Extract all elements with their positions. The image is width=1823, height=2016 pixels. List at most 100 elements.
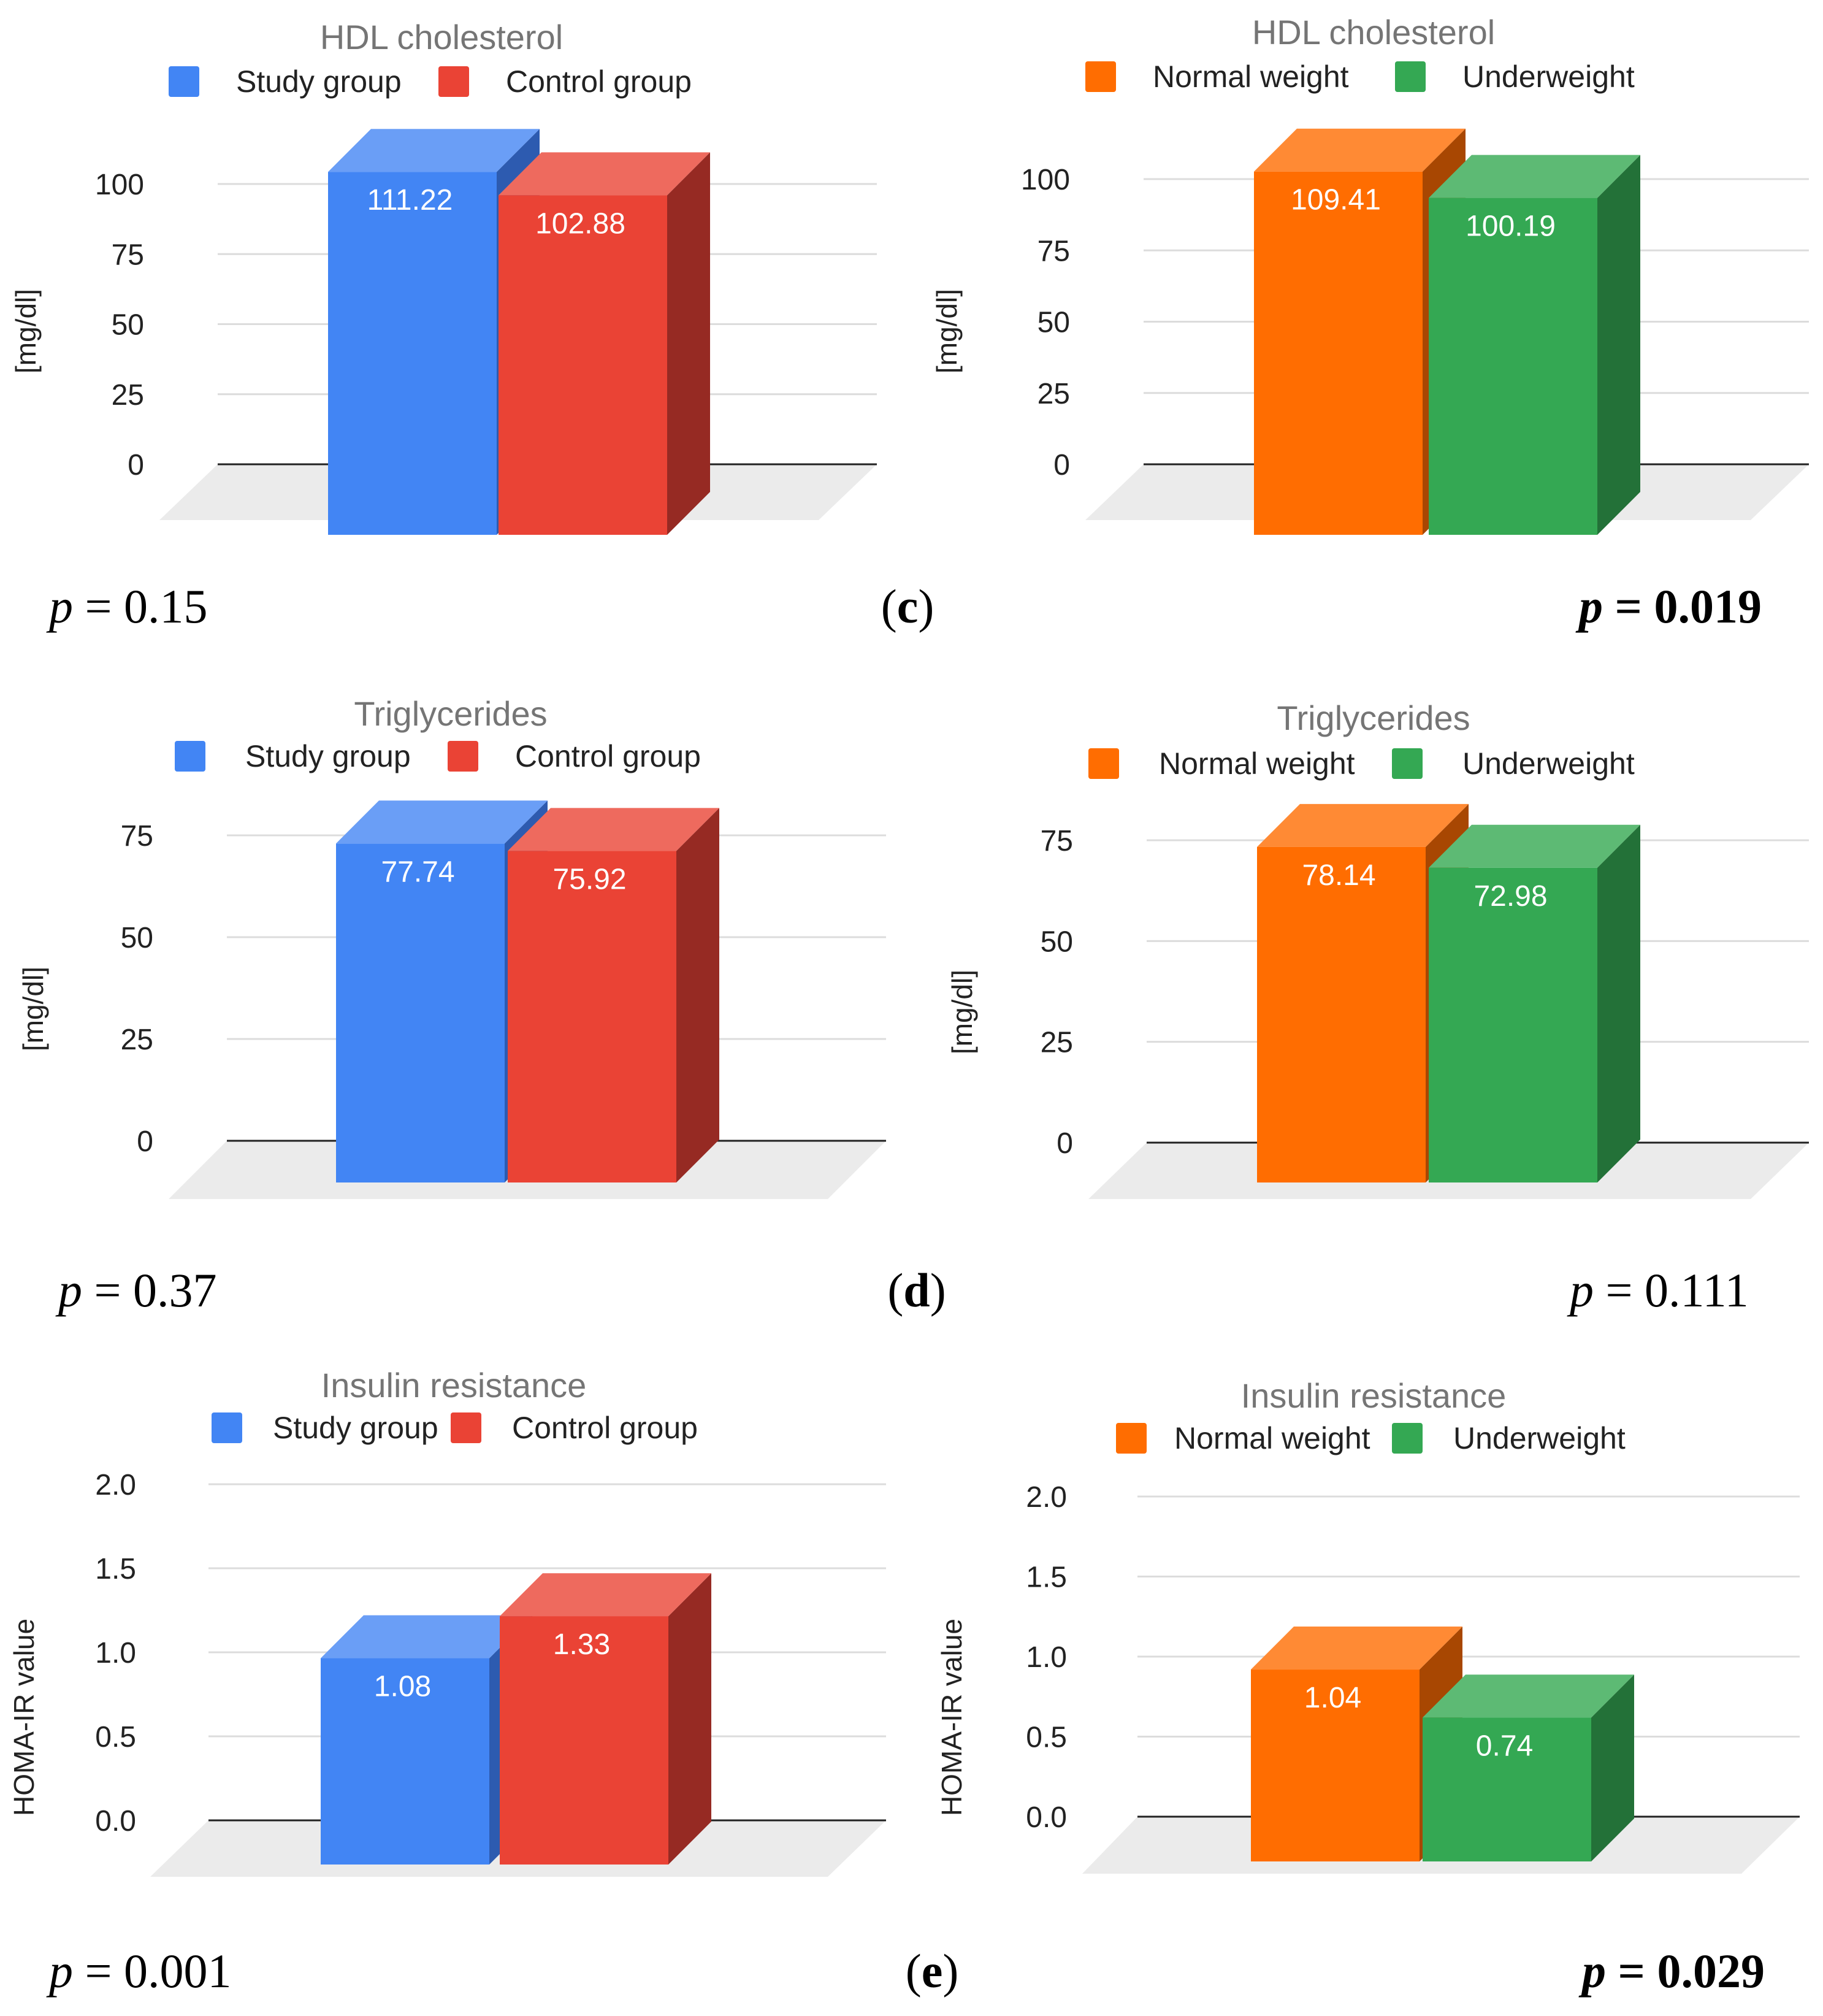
y-tick-label: 2.0 [1026, 1481, 1067, 1514]
bar-top [321, 1615, 532, 1658]
y-axis-label: HOMA-IR value [8, 1619, 40, 1816]
bar: 72.98 [1429, 824, 1640, 1182]
y-tick-label: 1.5 [95, 1553, 136, 1585]
y-axis-label: HOMA-IR value [936, 1619, 968, 1816]
data-label: 111.22 [367, 184, 453, 217]
p-value: p = 0.37 [55, 1263, 217, 1317]
bar-side [676, 808, 719, 1182]
chart-title: Insulin resistance [321, 1366, 587, 1405]
y-tick-label: 1.0 [1026, 1641, 1067, 1674]
bar-front [321, 1658, 489, 1865]
p-symbol: p [1575, 580, 1603, 633]
bar-side [668, 1573, 711, 1865]
legend-swatch [1085, 61, 1116, 92]
data-label: 100.19 [1466, 210, 1556, 243]
bar-front [1429, 867, 1597, 1182]
bar-front [336, 843, 505, 1182]
y-tick-label: 25 [1038, 378, 1070, 410]
bar: 100.19 [1429, 155, 1640, 535]
y-axis-label: [mg/dl] [10, 289, 42, 374]
legend-swatch [1392, 748, 1423, 779]
legend-swatch [169, 66, 199, 97]
panel-label: (e) [906, 1944, 959, 1998]
p-number: = 0.111 [1594, 1263, 1749, 1317]
legend-swatch [1088, 748, 1119, 779]
legend-swatch [1392, 1423, 1423, 1454]
y-tick-label: 0 [1053, 449, 1070, 481]
y-axis-label: [mg/dl] [17, 967, 49, 1051]
bar-side [1597, 824, 1640, 1182]
chart-title: Insulin resistance [1241, 1376, 1507, 1415]
legend-entry: Normal weight [1159, 746, 1355, 781]
bar: 111.22 [328, 129, 540, 535]
y-tick-label: 0.0 [95, 1805, 136, 1838]
data-label: 77.74 [381, 856, 454, 888]
legend-entry: Underweight [1462, 746, 1635, 781]
bar-top [328, 129, 540, 172]
y-tick-label: 25 [112, 379, 144, 412]
data-label: 0.74 [1476, 1730, 1533, 1762]
bar-top [1429, 155, 1640, 198]
y-tick-label: 50 [1038, 307, 1070, 339]
y-tick-label: 50 [112, 309, 144, 342]
y-tick-label: 100 [1021, 164, 1070, 196]
y-tick-label: 75 [1041, 825, 1073, 857]
p-number: = 0.15 [73, 580, 208, 633]
legend-swatch [1395, 61, 1426, 92]
bar: 102.88 [499, 152, 710, 535]
bar-top [336, 800, 548, 844]
bar-top [1429, 824, 1640, 868]
p-value: p = 0.111 [1567, 1263, 1749, 1317]
legend-swatch [448, 741, 478, 772]
data-label: 1.08 [374, 1671, 431, 1703]
bar-top [1257, 803, 1469, 847]
legend-entry: Control group [506, 64, 692, 99]
bar-top [508, 808, 719, 851]
p-number: = 0.001 [73, 1944, 232, 1998]
legend-entry: Normal weight [1153, 59, 1349, 94]
y-tick-label: 0 [137, 1125, 153, 1158]
p-symbol: p [46, 580, 73, 633]
data-label: 102.88 [535, 207, 625, 240]
p-symbol: p [55, 1263, 82, 1317]
y-tick-label: 1.5 [1026, 1562, 1067, 1594]
y-tick-label: 25 [1041, 1027, 1073, 1059]
chart-panel-1: HDL cholesterol Study group Control group 0… [10, 18, 877, 633]
legend-entry: Normal weight [1174, 1421, 1370, 1455]
legend-swatch [1116, 1423, 1147, 1454]
bar-front [1254, 171, 1423, 535]
legend-entry: Underweight [1453, 1421, 1626, 1455]
chart-panel-4: Triglycerides Normal weight Underweight 0 25… [946, 699, 1809, 1317]
p-symbol: p [1567, 1263, 1594, 1317]
p-value: p = 0.001 [46, 1944, 232, 1998]
bar-top [1251, 1627, 1462, 1670]
y-tick-label: 50 [121, 922, 153, 954]
bar-front [1423, 1717, 1591, 1861]
bar-side [1591, 1674, 1634, 1861]
data-label: 109.41 [1291, 184, 1381, 217]
bar-top [1254, 128, 1466, 172]
legend-swatch [451, 1412, 481, 1443]
p-number: = 0.37 [82, 1263, 217, 1317]
p-value: p = 0.019 [1575, 580, 1762, 633]
bar-front [500, 1616, 668, 1865]
panel-label: (d) [887, 1263, 946, 1317]
y-tick-label: 100 [95, 169, 144, 201]
y-tick-label: 75 [112, 239, 144, 271]
p-number: = 0.019 [1603, 580, 1762, 633]
bar-front [1429, 197, 1597, 535]
bar-front [1251, 1669, 1420, 1861]
legend-entry: Control group [512, 1411, 698, 1445]
bar-top [500, 1573, 711, 1617]
chart-panel-6: Insulin resistance Normal weight Underweig… [936, 1376, 1800, 1998]
legend-entry: Study group [236, 64, 402, 99]
bar-side [1597, 155, 1640, 535]
legend-swatch [212, 1412, 242, 1443]
legend-entry: Underweight [1462, 59, 1635, 94]
panel-label: (c) [881, 580, 934, 633]
p-number: = 0.029 [1606, 1944, 1765, 1998]
chart-title: HDL cholesterol [1252, 13, 1495, 52]
bar: 0.74 [1423, 1674, 1634, 1861]
bar: 75.92 [508, 808, 719, 1182]
